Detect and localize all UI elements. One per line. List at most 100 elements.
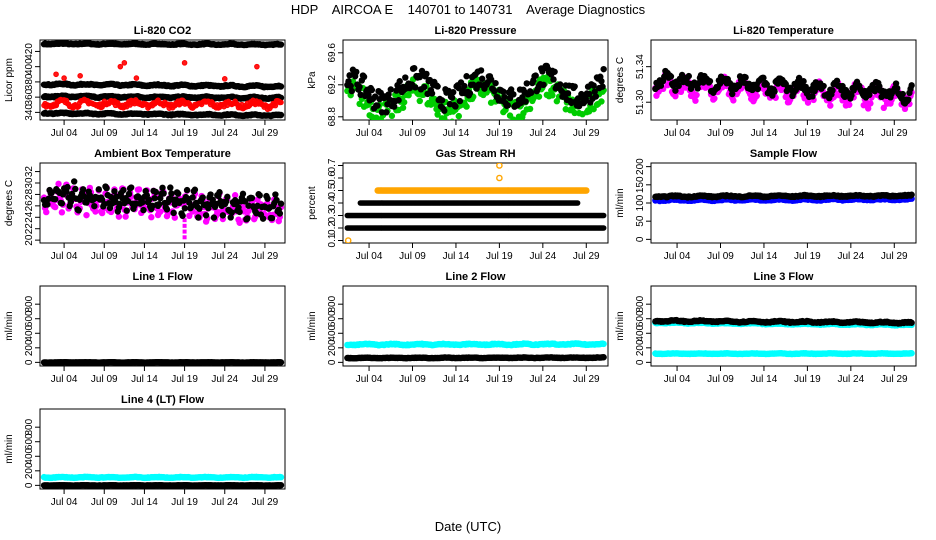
- y-tick-label: 360: [24, 88, 35, 105]
- data-point: [829, 87, 836, 94]
- data-point: [191, 186, 199, 193]
- data-point: [441, 115, 448, 120]
- series-line-2-high: [344, 340, 607, 349]
- data-point: [463, 73, 470, 80]
- x-tick-label: Jul 09: [91, 251, 118, 262]
- data-point: [48, 189, 56, 196]
- panel-title: Ambient Box Temperature: [94, 148, 231, 160]
- outlier-point: [181, 60, 188, 66]
- y-tick-label: 0.1: [327, 233, 338, 247]
- y-tick-label: 0.3: [327, 208, 338, 222]
- y-tick-label: 600: [24, 310, 35, 327]
- x-tick-label: Jul 24: [529, 374, 556, 385]
- data-point: [795, 74, 803, 82]
- data-point: [277, 41, 285, 48]
- y-tick-label: 0: [635, 359, 646, 365]
- data-points: [344, 163, 607, 243]
- plot-frame: [650, 285, 917, 367]
- data-point: [79, 186, 87, 193]
- data-point: [532, 72, 539, 79]
- x-tick-label: Jul 04: [664, 251, 691, 262]
- y-axis-label: percent: [307, 186, 318, 220]
- data-point: [672, 87, 679, 94]
- y-tick-label: 800: [24, 295, 35, 312]
- x-tick-label: Jul 04: [664, 374, 691, 385]
- data-point: [256, 192, 263, 199]
- data-point: [272, 191, 279, 198]
- data-point: [582, 95, 590, 103]
- x-tick-label: Jul 24: [529, 251, 556, 262]
- data-points: [652, 191, 915, 205]
- y-tick-label: 51.30: [635, 89, 646, 114]
- data-point: [382, 119, 386, 120]
- data-point: [591, 88, 598, 95]
- data-point: [438, 97, 446, 104]
- data-point: [163, 206, 171, 213]
- y-tick-label: 50: [635, 215, 646, 227]
- data-point: [236, 219, 243, 226]
- data-point: [416, 97, 423, 105]
- data-point: [571, 83, 578, 90]
- data-point: [556, 81, 564, 88]
- y-tick-label: 200: [327, 339, 338, 356]
- x-tick-label: Jul 19: [171, 374, 198, 385]
- series-rh-0.2: [344, 225, 607, 231]
- data-point: [827, 102, 834, 109]
- x-tick-label: Jul 04: [51, 128, 78, 139]
- data-point: [582, 187, 590, 194]
- data-point: [809, 93, 816, 100]
- x-tick-label: Jul 09: [399, 374, 426, 385]
- x-tick-label: Jul 09: [707, 374, 734, 385]
- x-tick-label: Jul 04: [51, 251, 78, 262]
- data-point: [866, 91, 873, 99]
- data-point: [535, 93, 543, 100]
- data-point: [179, 212, 186, 219]
- x-tick-label: Jul 09: [91, 128, 118, 139]
- data-point: [434, 83, 441, 90]
- data-point: [908, 82, 915, 89]
- data-point: [466, 90, 474, 97]
- data-point: [174, 190, 182, 197]
- y-axis-label: degrees C: [4, 180, 15, 226]
- data-point: [199, 194, 206, 201]
- data-point: [216, 189, 223, 196]
- data-point: [45, 195, 52, 203]
- panel-title: Line 3 Flow: [754, 271, 814, 283]
- data-point: [207, 191, 214, 198]
- y-tick-label: 30: [24, 177, 35, 189]
- plot-frame: [39, 39, 286, 121]
- outlier-point: [496, 174, 503, 182]
- data-point: [58, 209, 66, 216]
- data-point: [387, 86, 395, 93]
- data-point: [277, 359, 285, 366]
- panel-title: Line 1 Flow: [133, 271, 193, 283]
- data-point: [75, 207, 82, 214]
- data-point: [434, 111, 441, 118]
- plot-frame: [650, 39, 917, 121]
- data-points: [40, 358, 285, 366]
- data-point: [122, 213, 129, 220]
- data-point: [600, 354, 607, 361]
- data-point: [800, 78, 807, 85]
- data-point: [385, 91, 392, 98]
- x-tick-label: Jul 29: [881, 128, 908, 139]
- data-point: [448, 94, 456, 101]
- data-point: [103, 185, 110, 192]
- x-tick-label: Jul 24: [837, 128, 864, 139]
- data-point: [600, 65, 607, 73]
- data-point: [236, 208, 243, 216]
- data-points: [344, 340, 607, 362]
- data-point: [272, 102, 279, 109]
- data-point: [735, 82, 743, 90]
- x-tick-label: Jul 29: [573, 251, 600, 262]
- data-point: [400, 99, 408, 106]
- plot-frame: [342, 39, 609, 121]
- outlier-point: [344, 237, 352, 243]
- data-point: [378, 109, 386, 116]
- data-point: [183, 186, 191, 194]
- data-point: [504, 102, 512, 109]
- x-tick-label: Jul 19: [486, 251, 513, 262]
